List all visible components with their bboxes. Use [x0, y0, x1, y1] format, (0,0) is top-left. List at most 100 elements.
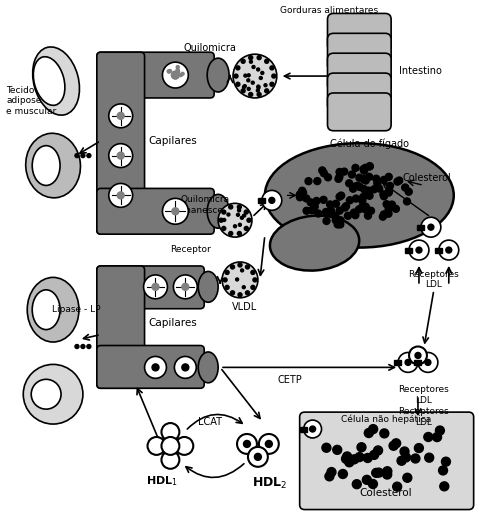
Text: VLDL: VLDL — [232, 302, 257, 312]
Circle shape — [341, 168, 348, 175]
Circle shape — [176, 70, 180, 73]
Circle shape — [374, 180, 381, 187]
Circle shape — [162, 62, 188, 88]
Circle shape — [334, 221, 341, 228]
Circle shape — [386, 188, 392, 195]
Text: Capilares: Capilares — [148, 135, 197, 146]
Ellipse shape — [27, 277, 79, 342]
Circle shape — [388, 201, 395, 208]
Circle shape — [269, 197, 275, 203]
Circle shape — [244, 210, 248, 214]
Circle shape — [338, 469, 348, 478]
Circle shape — [236, 82, 240, 86]
Circle shape — [296, 191, 303, 198]
Circle shape — [369, 425, 377, 433]
Circle shape — [425, 359, 431, 365]
Circle shape — [368, 479, 377, 489]
Circle shape — [303, 207, 310, 214]
Circle shape — [167, 70, 170, 73]
Text: Receptores
LDL: Receptores LDL — [399, 407, 449, 427]
Circle shape — [234, 74, 238, 78]
Circle shape — [411, 454, 420, 463]
Circle shape — [360, 193, 367, 201]
Text: HDL$_2$: HDL$_2$ — [252, 476, 288, 491]
Circle shape — [333, 445, 342, 454]
Circle shape — [244, 227, 248, 230]
Circle shape — [225, 286, 229, 289]
Circle shape — [349, 185, 357, 192]
Circle shape — [380, 191, 387, 198]
Circle shape — [233, 225, 237, 228]
Circle shape — [305, 178, 312, 184]
Circle shape — [144, 275, 167, 299]
Circle shape — [172, 71, 179, 79]
Circle shape — [345, 458, 354, 467]
Text: Receptores
LDL: Receptores LDL — [409, 270, 459, 289]
Circle shape — [396, 177, 402, 184]
Circle shape — [251, 270, 255, 275]
Circle shape — [309, 426, 316, 432]
Circle shape — [81, 154, 85, 157]
Circle shape — [222, 210, 226, 214]
Circle shape — [400, 447, 409, 456]
FancyBboxPatch shape — [97, 52, 214, 98]
Ellipse shape — [31, 379, 61, 409]
Circle shape — [242, 286, 245, 289]
Circle shape — [251, 286, 255, 289]
Circle shape — [239, 224, 241, 226]
Circle shape — [237, 434, 257, 454]
Circle shape — [415, 353, 421, 358]
Circle shape — [385, 189, 392, 196]
Circle shape — [428, 224, 434, 230]
Circle shape — [345, 212, 351, 219]
Circle shape — [172, 208, 179, 215]
Ellipse shape — [33, 47, 80, 115]
Circle shape — [366, 192, 373, 199]
Circle shape — [360, 176, 367, 183]
Circle shape — [225, 270, 229, 275]
Circle shape — [176, 68, 179, 71]
Circle shape — [249, 93, 253, 96]
FancyBboxPatch shape — [97, 345, 204, 388]
Circle shape — [264, 84, 267, 86]
Circle shape — [238, 263, 242, 267]
Circle shape — [299, 187, 306, 194]
Circle shape — [223, 218, 226, 221]
Circle shape — [350, 183, 358, 190]
Circle shape — [333, 200, 339, 207]
Circle shape — [341, 204, 348, 211]
Circle shape — [370, 451, 378, 460]
Text: HDL$_1$: HDL$_1$ — [147, 474, 178, 488]
Circle shape — [350, 209, 358, 216]
FancyBboxPatch shape — [97, 266, 145, 388]
Circle shape — [75, 154, 79, 157]
Circle shape — [179, 73, 182, 77]
Text: Célula não hepática: Célula não hepática — [341, 414, 431, 424]
Circle shape — [311, 203, 318, 210]
Circle shape — [392, 205, 400, 213]
Circle shape — [440, 482, 449, 491]
Circle shape — [272, 74, 276, 78]
Circle shape — [421, 217, 441, 237]
Circle shape — [374, 446, 383, 455]
Circle shape — [356, 174, 363, 181]
Circle shape — [176, 66, 179, 69]
Text: Gorduras alimentares: Gorduras alimentares — [281, 6, 378, 16]
Circle shape — [172, 71, 179, 79]
Circle shape — [233, 54, 277, 98]
Circle shape — [250, 60, 253, 63]
Circle shape — [249, 56, 253, 59]
Circle shape — [362, 475, 371, 485]
Circle shape — [237, 231, 241, 235]
FancyBboxPatch shape — [327, 33, 391, 71]
FancyBboxPatch shape — [97, 189, 214, 234]
Circle shape — [117, 192, 124, 199]
Circle shape — [354, 182, 361, 189]
Circle shape — [236, 278, 239, 281]
Circle shape — [261, 71, 264, 75]
Circle shape — [161, 423, 179, 441]
Circle shape — [352, 212, 359, 219]
Circle shape — [336, 193, 343, 200]
Circle shape — [303, 195, 310, 202]
Circle shape — [314, 178, 321, 184]
